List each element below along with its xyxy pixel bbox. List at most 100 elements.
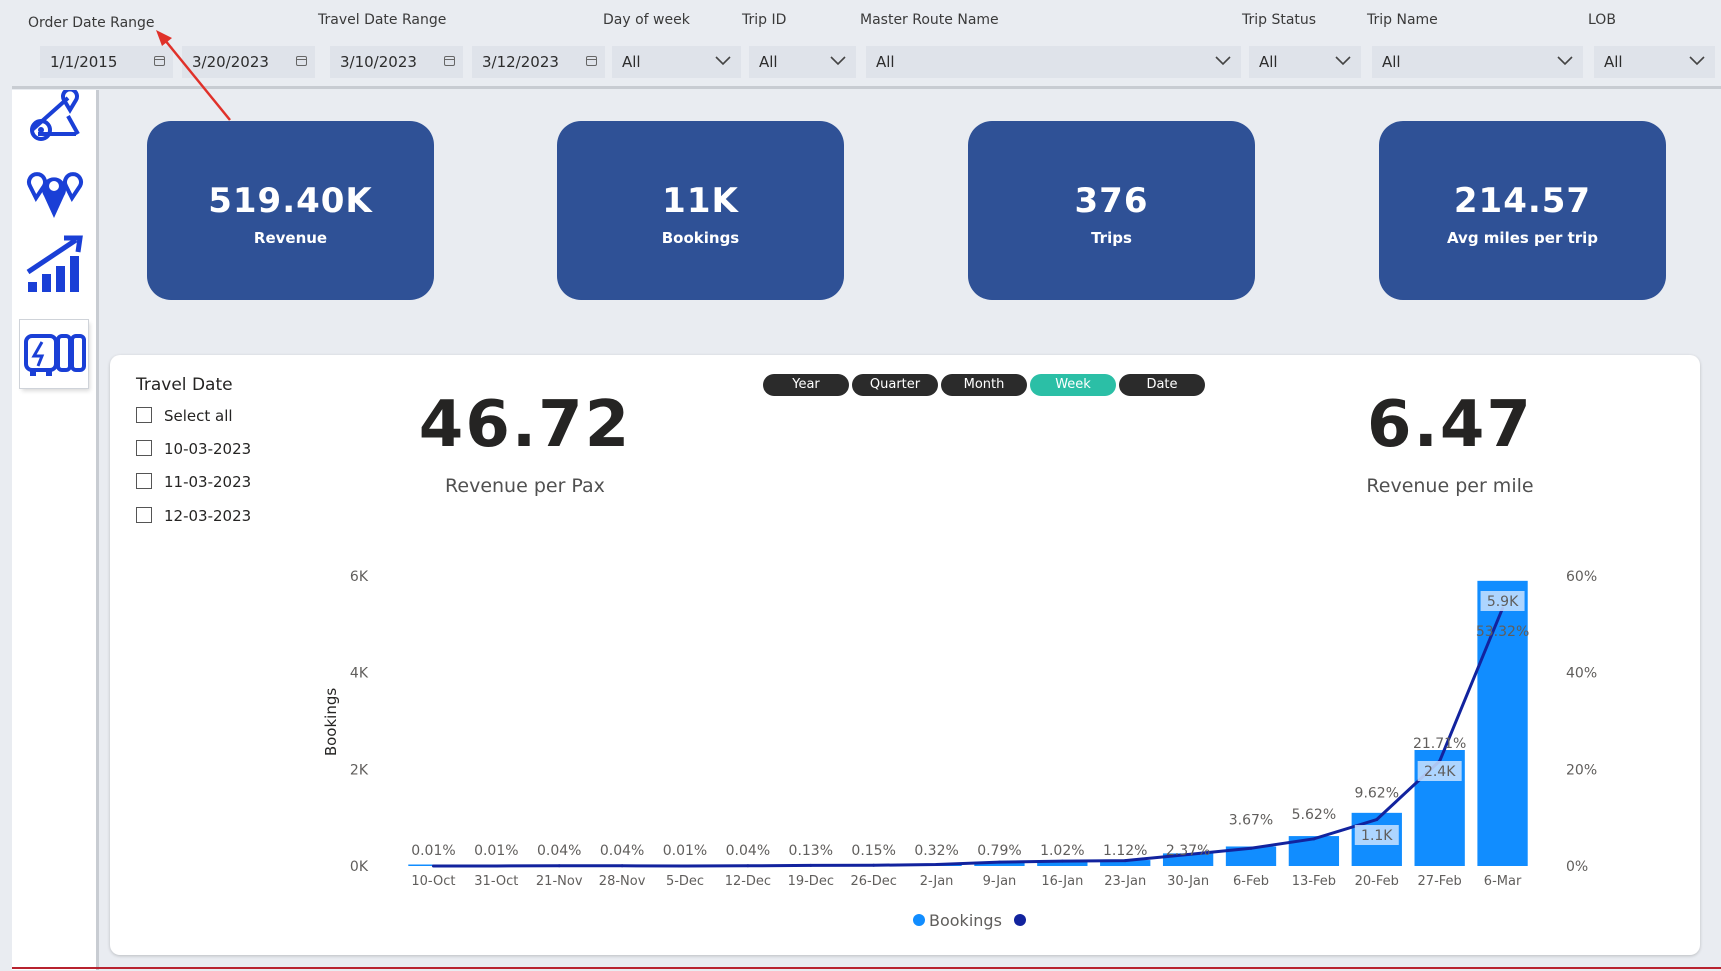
kpi-value: 376 <box>1074 181 1149 221</box>
map-pins-icon <box>27 172 83 218</box>
x-tick-label: 13-Feb <box>1292 874 1336 889</box>
granularity-date-button[interactable]: Date <box>1119 374 1205 396</box>
slicer-option-date[interactable]: 10-03-2023 <box>136 439 251 459</box>
slicer-option-date[interactable]: 12-03-2023 <box>136 506 251 526</box>
bar <box>1100 860 1151 866</box>
line-point <box>683 864 687 868</box>
checkbox[interactable] <box>136 406 152 423</box>
route-nav-button[interactable] <box>20 87 88 158</box>
line-data-label: 0.32% <box>914 843 958 859</box>
trip-name-dropdown[interactable]: All <box>1372 46 1583 78</box>
x-tick-label: 6-Mar <box>1484 874 1522 889</box>
chevron-down-icon <box>1557 56 1573 66</box>
kpi-card-bookings: 11K Bookings <box>557 121 844 300</box>
line-point <box>997 860 1001 864</box>
x-tick-label: 16-Jan <box>1041 874 1083 889</box>
line-point <box>494 864 498 868</box>
travel-date-slicer-title: Travel Date <box>136 375 233 395</box>
trip-status-label: Trip Status <box>1242 12 1317 28</box>
line-data-label: 21.71% <box>1413 736 1466 752</box>
y2-tick-label: 0% <box>1566 859 1588 875</box>
x-tick-label: 26-Dec <box>850 874 896 889</box>
chevron-down-icon <box>1689 56 1705 66</box>
trip-name-value: All <box>1382 53 1401 71</box>
checkbox[interactable] <box>136 439 152 456</box>
legend-marker-line <box>1014 914 1026 926</box>
x-tick-label: 30-Jan <box>1167 874 1209 889</box>
granularity-year-button[interactable]: Year <box>763 374 849 396</box>
x-tick-label: 5-Dec <box>666 874 704 889</box>
line-data-label: 0.01% <box>411 843 455 859</box>
x-tick-label: 6-Feb <box>1233 874 1269 889</box>
x-tick-label: 9-Jan <box>983 874 1017 889</box>
chevron-down-icon <box>1335 56 1351 66</box>
travel-start-date-field[interactable]: 3/10/2023 <box>330 46 463 78</box>
travel-start-date-value: 3/10/2023 <box>340 53 417 71</box>
day-of-week-label: Day of week <box>603 12 690 28</box>
master-route-name-label: Master Route Name <box>860 12 999 28</box>
line-data-label: 3.67% <box>1229 812 1273 828</box>
kpi-card-trips: 376 Trips <box>968 121 1255 300</box>
calendar-icon[interactable] <box>586 56 597 66</box>
kpi-value: 214.57 <box>1453 181 1592 221</box>
bar <box>1225 846 1277 866</box>
growth-nav-button[interactable] <box>20 230 88 298</box>
slicer-option-select-all[interactable]: Select all <box>136 406 233 426</box>
bus-fleet-icon <box>24 334 86 376</box>
line-data-label: 0.79% <box>977 843 1021 859</box>
checkbox[interactable] <box>136 506 152 523</box>
bar-data-label: 5.9K <box>1487 594 1519 610</box>
revenue-per-pax-label: Revenue per Pax <box>445 475 605 497</box>
order-end-date-field[interactable]: 3/20/2023 <box>182 46 315 78</box>
map-nav-button[interactable] <box>20 160 88 228</box>
line-point <box>620 864 624 868</box>
fleet-nav-button[interactable] <box>20 320 88 388</box>
line-point <box>1375 818 1379 822</box>
day-of-week-dropdown[interactable]: All <box>612 46 741 78</box>
granularity-month-button[interactable]: Month <box>941 374 1027 396</box>
order-start-date-value: 1/1/2015 <box>50 53 118 71</box>
x-tick-label: 27-Feb <box>1418 874 1462 889</box>
line-data-label: 0.13% <box>789 843 833 859</box>
kpi-value: 519.40K <box>208 181 373 221</box>
revenue-per-mile-label: Revenue per mile <box>1366 475 1534 497</box>
granularity-quarter-button[interactable]: Quarter <box>852 374 938 396</box>
x-tick-label: 2-Jan <box>920 874 954 889</box>
trip-id-value: All <box>759 53 778 71</box>
line-data-label: 0.04% <box>726 843 770 859</box>
granularity-week-button[interactable]: Week <box>1030 374 1116 396</box>
trip-status-value: All <box>1259 53 1278 71</box>
order-start-date-field[interactable]: 1/1/2015 <box>40 46 173 78</box>
travel-end-date-field[interactable]: 3/12/2023 <box>472 46 605 78</box>
trip-status-dropdown[interactable]: All <box>1249 46 1361 78</box>
line-point <box>1312 837 1316 841</box>
calendar-icon[interactable] <box>444 56 455 66</box>
order-date-range-label: Order Date Range <box>28 15 155 31</box>
calendar-icon[interactable] <box>296 56 307 66</box>
checkbox[interactable] <box>136 472 152 489</box>
legend-label-bookings: Bookings <box>929 911 1002 930</box>
x-tick-label: 23-Jan <box>1104 874 1146 889</box>
line-data-label: 0.04% <box>537 843 581 859</box>
x-tick-label: 10-Oct <box>411 874 455 889</box>
trip-id-label: Trip ID <box>742 12 787 28</box>
day-of-week-value: All <box>622 53 641 71</box>
x-tick-label: 21-Nov <box>536 874 583 889</box>
slicer-option-label: 12-03-2023 <box>164 507 252 525</box>
annotation-arrow <box>156 30 231 121</box>
trip-id-dropdown[interactable]: All <box>749 46 856 78</box>
y-tick-label: 6K <box>350 569 369 585</box>
bar-data-label-bg <box>1480 591 1525 611</box>
master-route-name-dropdown[interactable]: All <box>866 46 1241 78</box>
line-point <box>1060 859 1064 863</box>
lob-dropdown[interactable]: All <box>1594 46 1715 78</box>
calendar-icon[interactable] <box>154 56 165 66</box>
kpi-label: Revenue <box>253 229 328 247</box>
kpi-label: Avg miles per trip <box>1446 229 1599 247</box>
line-data-label: 0.15% <box>851 843 895 859</box>
line-point <box>935 862 939 866</box>
slicer-option-date[interactable]: 11-03-2023 <box>136 472 251 492</box>
x-tick-label: 20-Feb <box>1355 874 1399 889</box>
line-data-label: 1.02% <box>1040 843 1084 859</box>
bar-data-label-bg <box>1354 825 1399 845</box>
